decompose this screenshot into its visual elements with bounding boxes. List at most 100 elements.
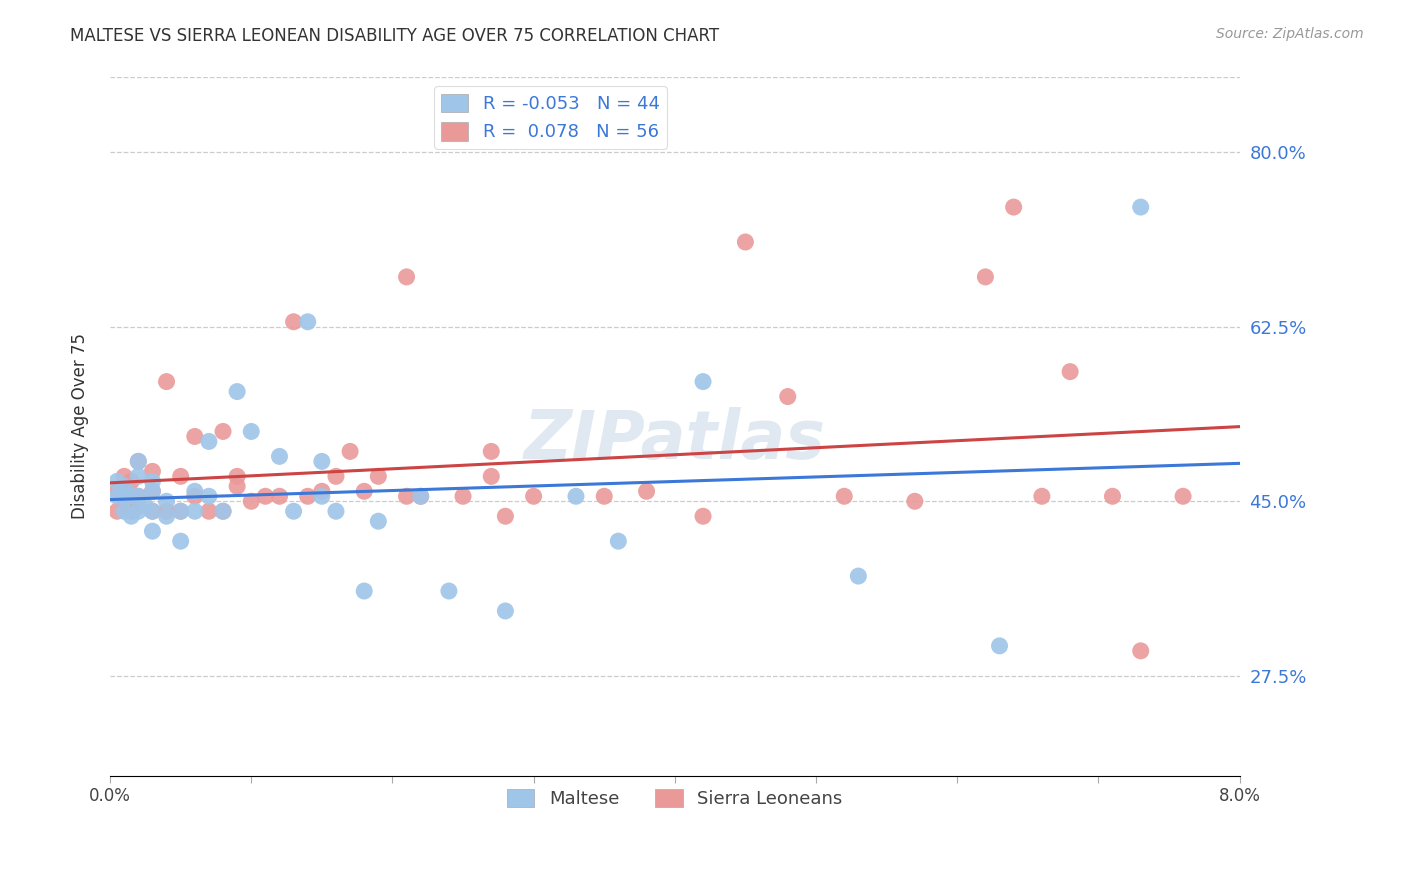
Point <box>127 489 149 503</box>
Point <box>1101 489 1123 503</box>
Point <box>105 484 128 499</box>
Point <box>127 469 149 483</box>
Point <box>127 500 149 514</box>
Point <box>593 489 616 503</box>
Point <box>226 384 249 399</box>
Point <box>112 469 135 483</box>
Point <box>169 469 191 483</box>
Point <box>184 484 207 499</box>
Point <box>127 489 149 503</box>
Point <box>112 504 135 518</box>
Point <box>339 444 361 458</box>
Point <box>141 524 163 538</box>
Point <box>169 504 191 518</box>
Point <box>169 534 191 549</box>
Point <box>1002 200 1025 214</box>
Point <box>325 469 347 483</box>
Point <box>120 504 142 518</box>
Y-axis label: Disability Age Over 75: Disability Age Over 75 <box>72 334 89 519</box>
Point <box>141 504 163 518</box>
Point <box>451 489 474 503</box>
Point <box>395 269 418 284</box>
Point <box>141 484 163 499</box>
Point <box>120 489 142 503</box>
Point <box>297 315 319 329</box>
Point <box>120 475 142 489</box>
Point <box>311 484 333 499</box>
Point <box>141 475 163 489</box>
Point <box>141 484 163 499</box>
Point <box>409 489 432 503</box>
Point <box>353 484 375 499</box>
Point <box>367 469 389 483</box>
Point <box>105 489 128 503</box>
Point <box>692 375 714 389</box>
Point <box>734 235 756 249</box>
Point <box>184 489 207 503</box>
Point <box>1171 489 1194 503</box>
Point <box>846 569 869 583</box>
Point <box>1129 200 1152 214</box>
Point <box>184 504 207 518</box>
Point <box>169 504 191 518</box>
Point <box>353 584 375 599</box>
Point <box>198 434 221 449</box>
Legend: Maltese, Sierra Leoneans: Maltese, Sierra Leoneans <box>501 781 849 815</box>
Point <box>155 509 177 524</box>
Point <box>494 604 516 618</box>
Point <box>127 454 149 468</box>
Text: MALTESE VS SIERRA LEONEAN DISABILITY AGE OVER 75 CORRELATION CHART: MALTESE VS SIERRA LEONEAN DISABILITY AGE… <box>70 27 720 45</box>
Point <box>240 425 263 439</box>
Point <box>988 639 1011 653</box>
Point <box>112 479 135 493</box>
Point <box>112 484 135 499</box>
Point <box>395 489 418 503</box>
Text: ZIPatlas: ZIPatlas <box>524 408 825 474</box>
Text: Source: ZipAtlas.com: Source: ZipAtlas.com <box>1216 27 1364 41</box>
Point <box>283 504 305 518</box>
Point <box>325 504 347 518</box>
Point <box>134 500 156 514</box>
Point <box>155 494 177 508</box>
Point <box>212 504 235 518</box>
Point <box>1031 489 1053 503</box>
Point <box>226 469 249 483</box>
Point <box>437 584 460 599</box>
Point <box>297 489 319 503</box>
Point <box>141 464 163 478</box>
Point <box>832 489 855 503</box>
Point <box>636 484 658 499</box>
Point <box>112 494 135 508</box>
Point <box>269 450 291 464</box>
Point <box>127 454 149 468</box>
Point <box>184 429 207 443</box>
Point <box>494 509 516 524</box>
Point <box>240 494 263 508</box>
Point <box>155 504 177 518</box>
Point <box>112 489 135 503</box>
Point <box>565 489 588 503</box>
Point <box>479 444 502 458</box>
Point <box>479 469 502 483</box>
Point <box>367 514 389 528</box>
Point <box>226 479 249 493</box>
Point <box>1129 644 1152 658</box>
Point <box>1059 365 1081 379</box>
Point <box>776 390 799 404</box>
Point <box>311 489 333 503</box>
Point <box>105 475 128 489</box>
Point <box>269 489 291 503</box>
Point <box>212 504 235 518</box>
Point <box>254 489 277 503</box>
Point <box>155 375 177 389</box>
Point <box>283 315 305 329</box>
Point <box>127 504 149 518</box>
Point <box>904 494 927 508</box>
Point <box>311 454 333 468</box>
Point <box>120 509 142 524</box>
Point <box>409 489 432 503</box>
Point <box>198 504 221 518</box>
Point <box>692 509 714 524</box>
Point <box>141 504 163 518</box>
Point <box>198 489 221 503</box>
